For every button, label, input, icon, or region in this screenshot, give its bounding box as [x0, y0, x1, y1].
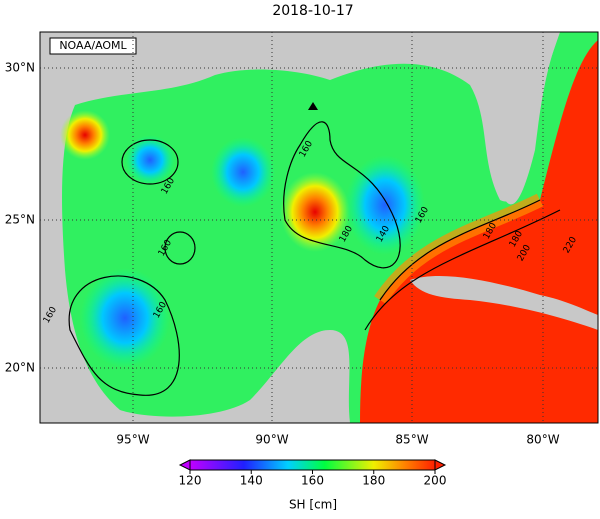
- colorbar-tick-label: 200: [424, 474, 447, 488]
- map-title: 2018-10-17: [272, 3, 353, 19]
- lon-label: 80°W: [526, 433, 559, 447]
- colorbar-min-arrow: [178, 459, 191, 471]
- colorbar-tick-label: 160: [301, 474, 324, 488]
- lon-label: 90°W: [255, 433, 288, 447]
- colorbar-tick-label: 140: [240, 474, 263, 488]
- colorbar: [189, 459, 436, 471]
- credit-box: [49, 37, 137, 55]
- map-area: [40, 32, 598, 423]
- lat-label: 30°N: [5, 61, 35, 75]
- cuba: [410, 275, 598, 330]
- buoy-marker: [308, 102, 318, 110]
- colorbar-tick-label: 180: [362, 474, 385, 488]
- colorbar-label: SH [cm]: [289, 498, 337, 512]
- lat-label: 25°N: [5, 213, 35, 227]
- colorbar-max-arrow: [434, 459, 447, 471]
- lon-label: 85°W: [395, 433, 428, 447]
- colorbar-tick-label: 120: [179, 474, 202, 488]
- lat-label: 20°N: [5, 361, 35, 375]
- florida: [470, 32, 560, 205]
- lon-label: 95°W: [116, 433, 149, 447]
- frame: [39, 31, 599, 424]
- credit: NOAA/AOML: [59, 39, 127, 52]
